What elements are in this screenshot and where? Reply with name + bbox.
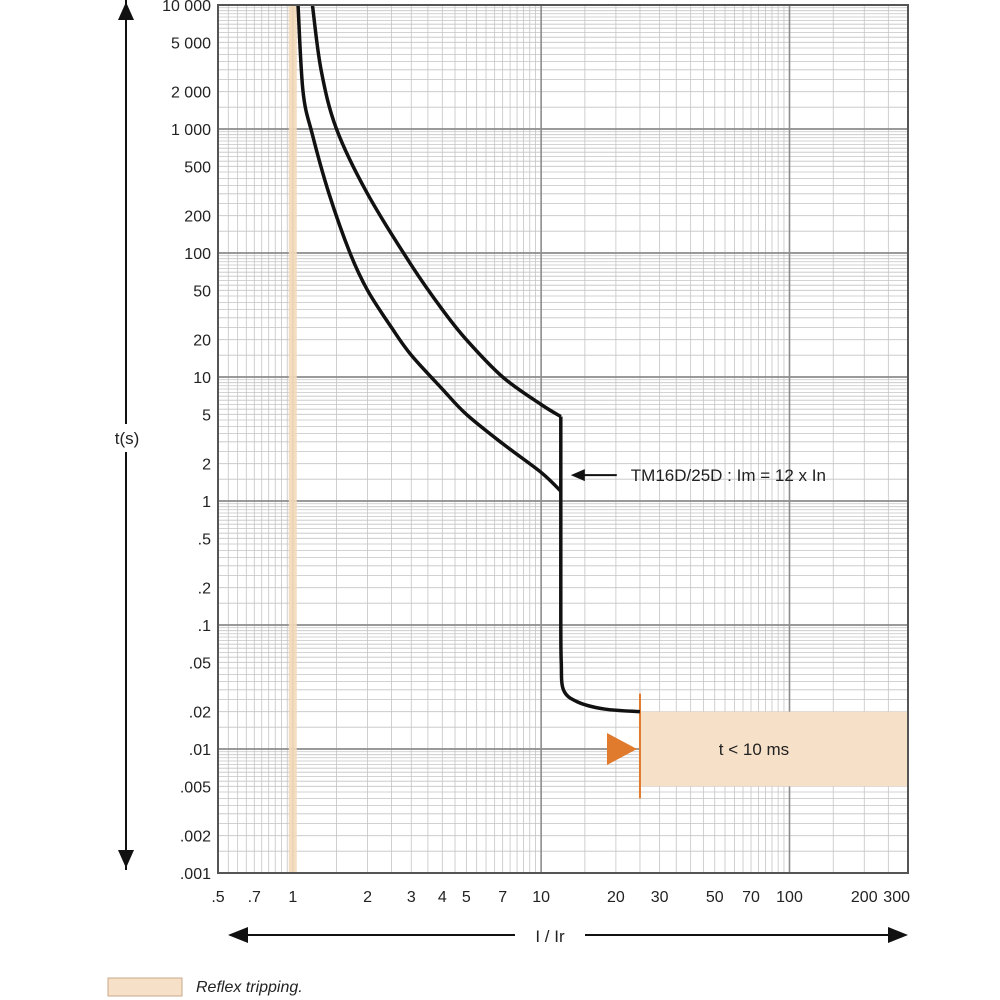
y-tick-label: 5 000 [171, 35, 211, 52]
y-tick-label: 100 [184, 246, 211, 263]
y-label-bg [108, 424, 148, 452]
reflex-band [288, 5, 297, 873]
y-tick-label: .001 [180, 866, 211, 883]
x-axis-label: I / Ir [535, 927, 565, 946]
x-tick-label: 100 [776, 889, 803, 906]
y-tick-label: 2 [202, 457, 211, 474]
y-tick-label: 10 000 [162, 0, 211, 15]
y-tick-label: .02 [189, 705, 211, 722]
y-axis-arrowhead-bottom [118, 850, 134, 868]
im-arrow-head [570, 469, 585, 482]
x-tick-label: 3 [407, 889, 416, 906]
x-tick-label: .7 [248, 889, 261, 906]
x-tick-label: 10 [532, 889, 550, 906]
x-tick-labels: .5 .7 1 2 3 4 5 7 10 20 30 50 70 100 200 300 [211, 889, 910, 906]
y-tick-label: 10 [193, 370, 211, 387]
y-tick-label: .01 [189, 742, 211, 759]
x-tick-label: .5 [211, 889, 224, 906]
x-tick-label: 70 [742, 889, 760, 906]
y-tick-label: .1 [198, 618, 211, 635]
x-tick-label: 300 [883, 889, 910, 906]
y-tick-label: 2 000 [171, 85, 211, 102]
y-tick-label: .5 [198, 531, 211, 548]
x-tick-label: 200 [851, 889, 878, 906]
y-tick-label: 50 [193, 283, 211, 300]
legend-swatch [107, 977, 183, 997]
x-tick-label: 4 [438, 889, 447, 906]
y-tick-label: 20 [193, 333, 211, 350]
trip-curve-2 [310, 4, 562, 419]
reflex-time-text: t < 10 ms [719, 740, 789, 759]
y-tick-label: 1 000 [171, 122, 211, 139]
plot-frame [217, 4, 909, 874]
y-tick-label: 500 [184, 159, 211, 176]
x-label-bg [515, 922, 585, 948]
y-tick-label: 5 [202, 407, 211, 424]
reflex-arrow-icon [606, 733, 637, 765]
im-annotation-text: TM16D/25D : Im = 12 x In [631, 466, 826, 485]
x-tick-label: 50 [706, 889, 724, 906]
x-tick-label: 20 [607, 889, 625, 906]
y-axis-label: t(s) [115, 429, 140, 448]
im-annotation-arrow [570, 469, 617, 482]
trip-curve-3 [559, 416, 641, 714]
x-axis-arrowhead-right [888, 927, 908, 943]
y-tick-label: .005 [180, 779, 211, 796]
x-tick-label: 7 [498, 889, 507, 906]
reflex-tripping-zone [639, 711, 908, 787]
y-axis-arrowhead-top [118, 2, 134, 20]
x-tick-label: 2 [363, 889, 372, 906]
y-tick-label: .002 [180, 829, 211, 846]
y-tick-label: 200 [184, 209, 211, 226]
y-tick-labels: 10 000 5 000 2 000 1 000 500 200 100 50 20 10 5 2 1.… [162, 0, 211, 883]
legend-label: Reflex tripping. [196, 979, 303, 996]
x-tick-label: 5 [462, 889, 471, 906]
y-tick-label: .2 [198, 581, 211, 598]
trip-curves [296, 4, 641, 714]
y-tick-label: .05 [189, 655, 211, 672]
x-axis-arrowhead-left [228, 927, 248, 943]
x-tick-label: 30 [651, 889, 669, 906]
trip-curve-1 [296, 4, 563, 493]
y-tick-label: 1 [202, 494, 211, 511]
x-tick-label: 1 [288, 889, 297, 906]
